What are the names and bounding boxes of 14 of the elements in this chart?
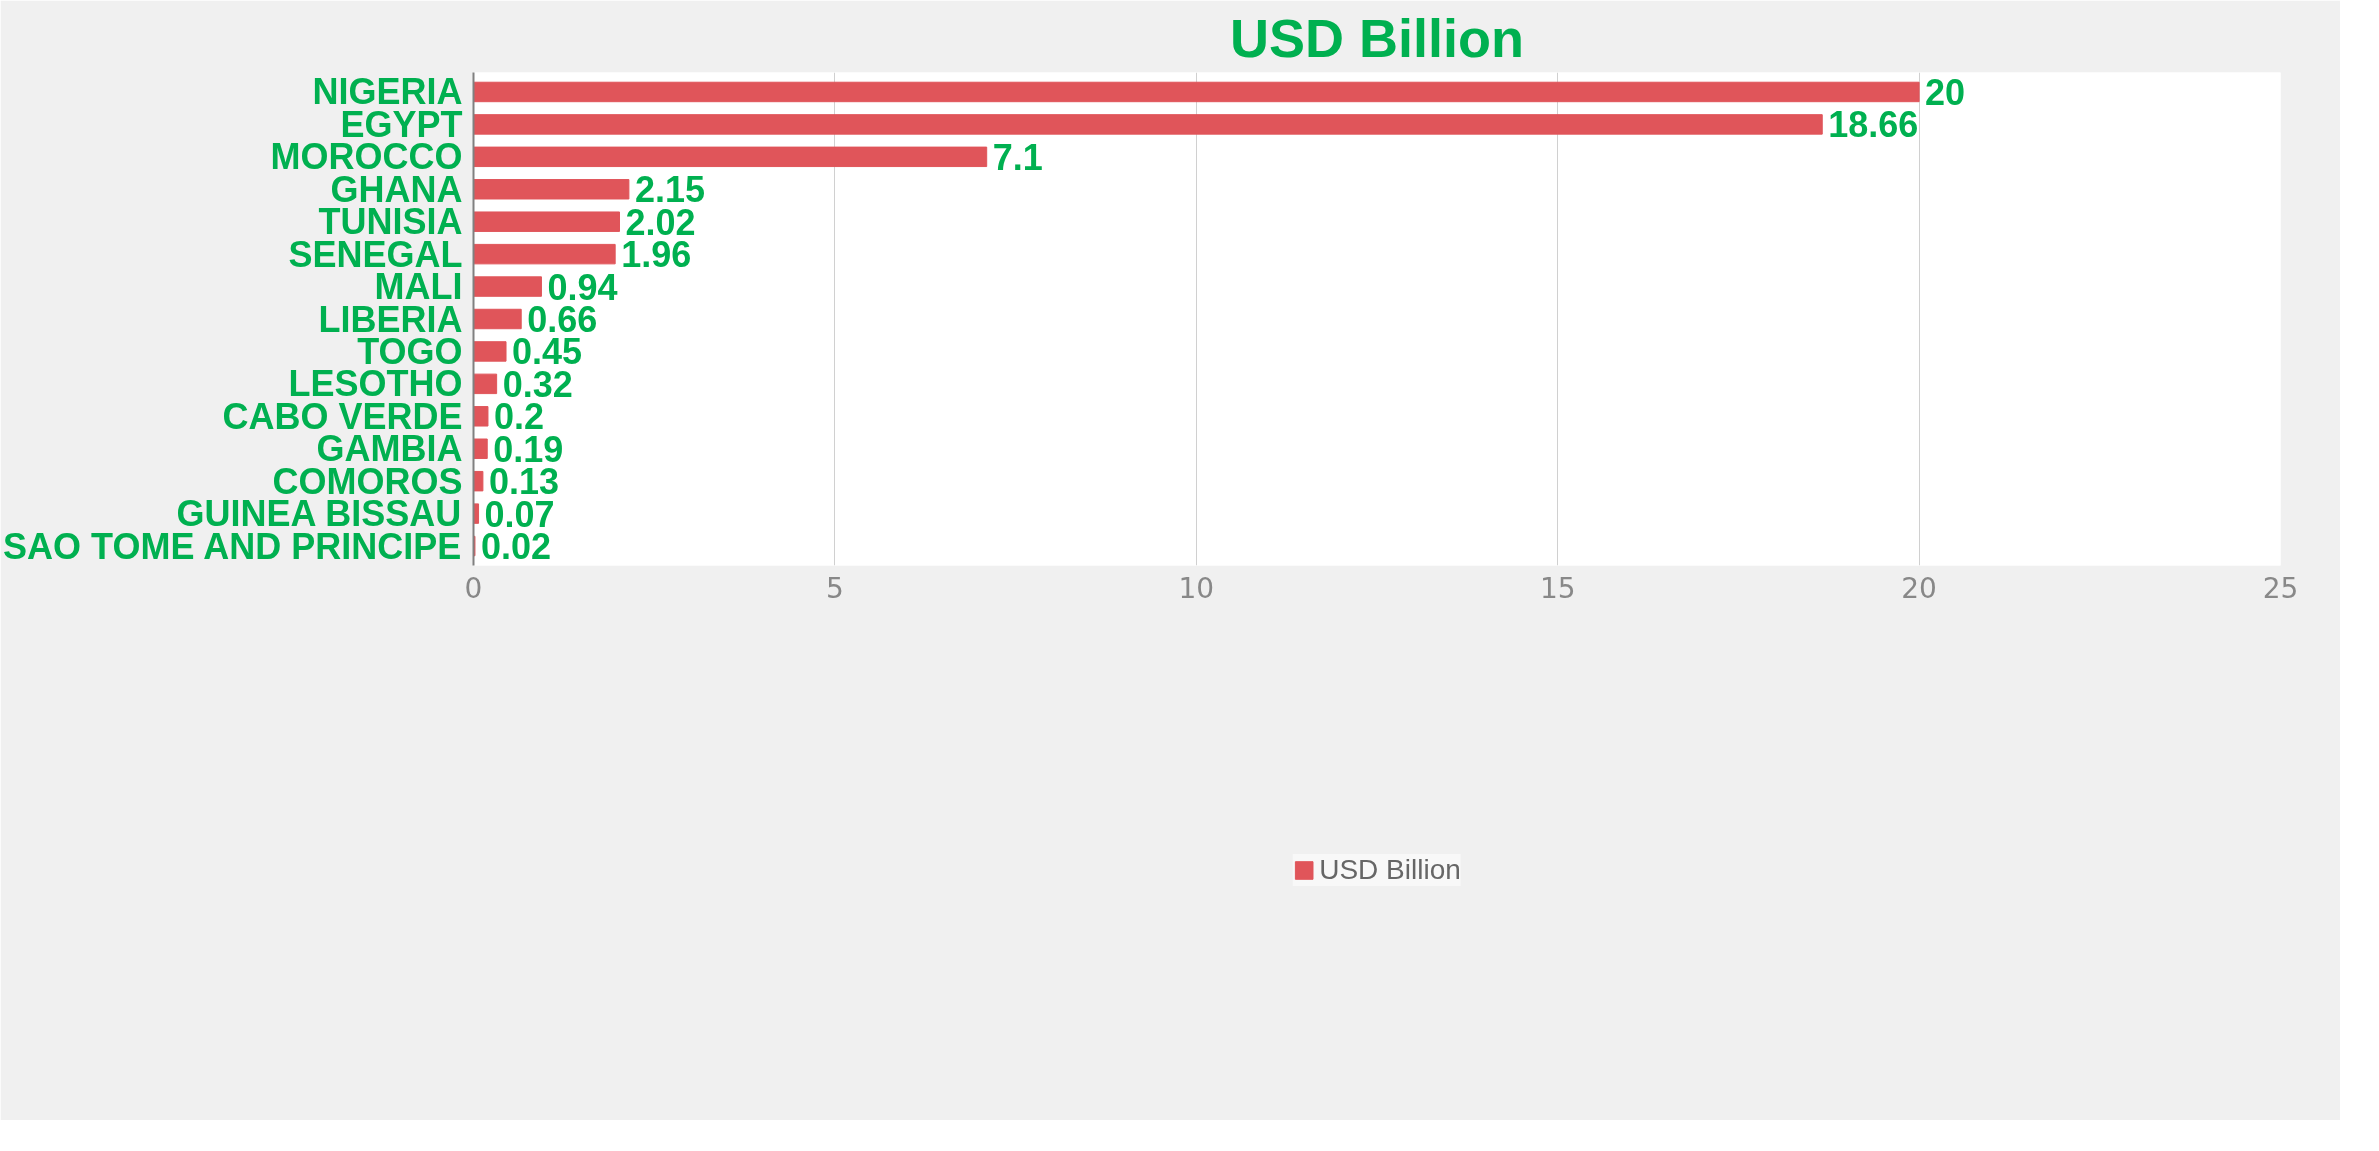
x-tick-label: 5: [825, 571, 844, 605]
data-label: 18.66: [1828, 104, 1919, 146]
y-tick-label: SAO TOME AND PRINCIPE: [3, 525, 462, 567]
x-tick-label: 25: [2262, 571, 2299, 605]
x-tick-label: 15: [1539, 571, 1576, 605]
legend-label: USD Billion: [1319, 854, 1461, 886]
x-tick-label: 10: [1178, 571, 1215, 605]
chart-title: USD Billion: [1230, 7, 1524, 68]
data-label: 1.96: [621, 234, 692, 276]
x-tick-label: 0: [464, 571, 483, 605]
data-label: 20: [1925, 71, 1966, 113]
data-label: 0.02: [480, 526, 552, 568]
data-label: 7.1: [992, 136, 1043, 178]
x-tick-label: 20: [1901, 571, 1937, 605]
